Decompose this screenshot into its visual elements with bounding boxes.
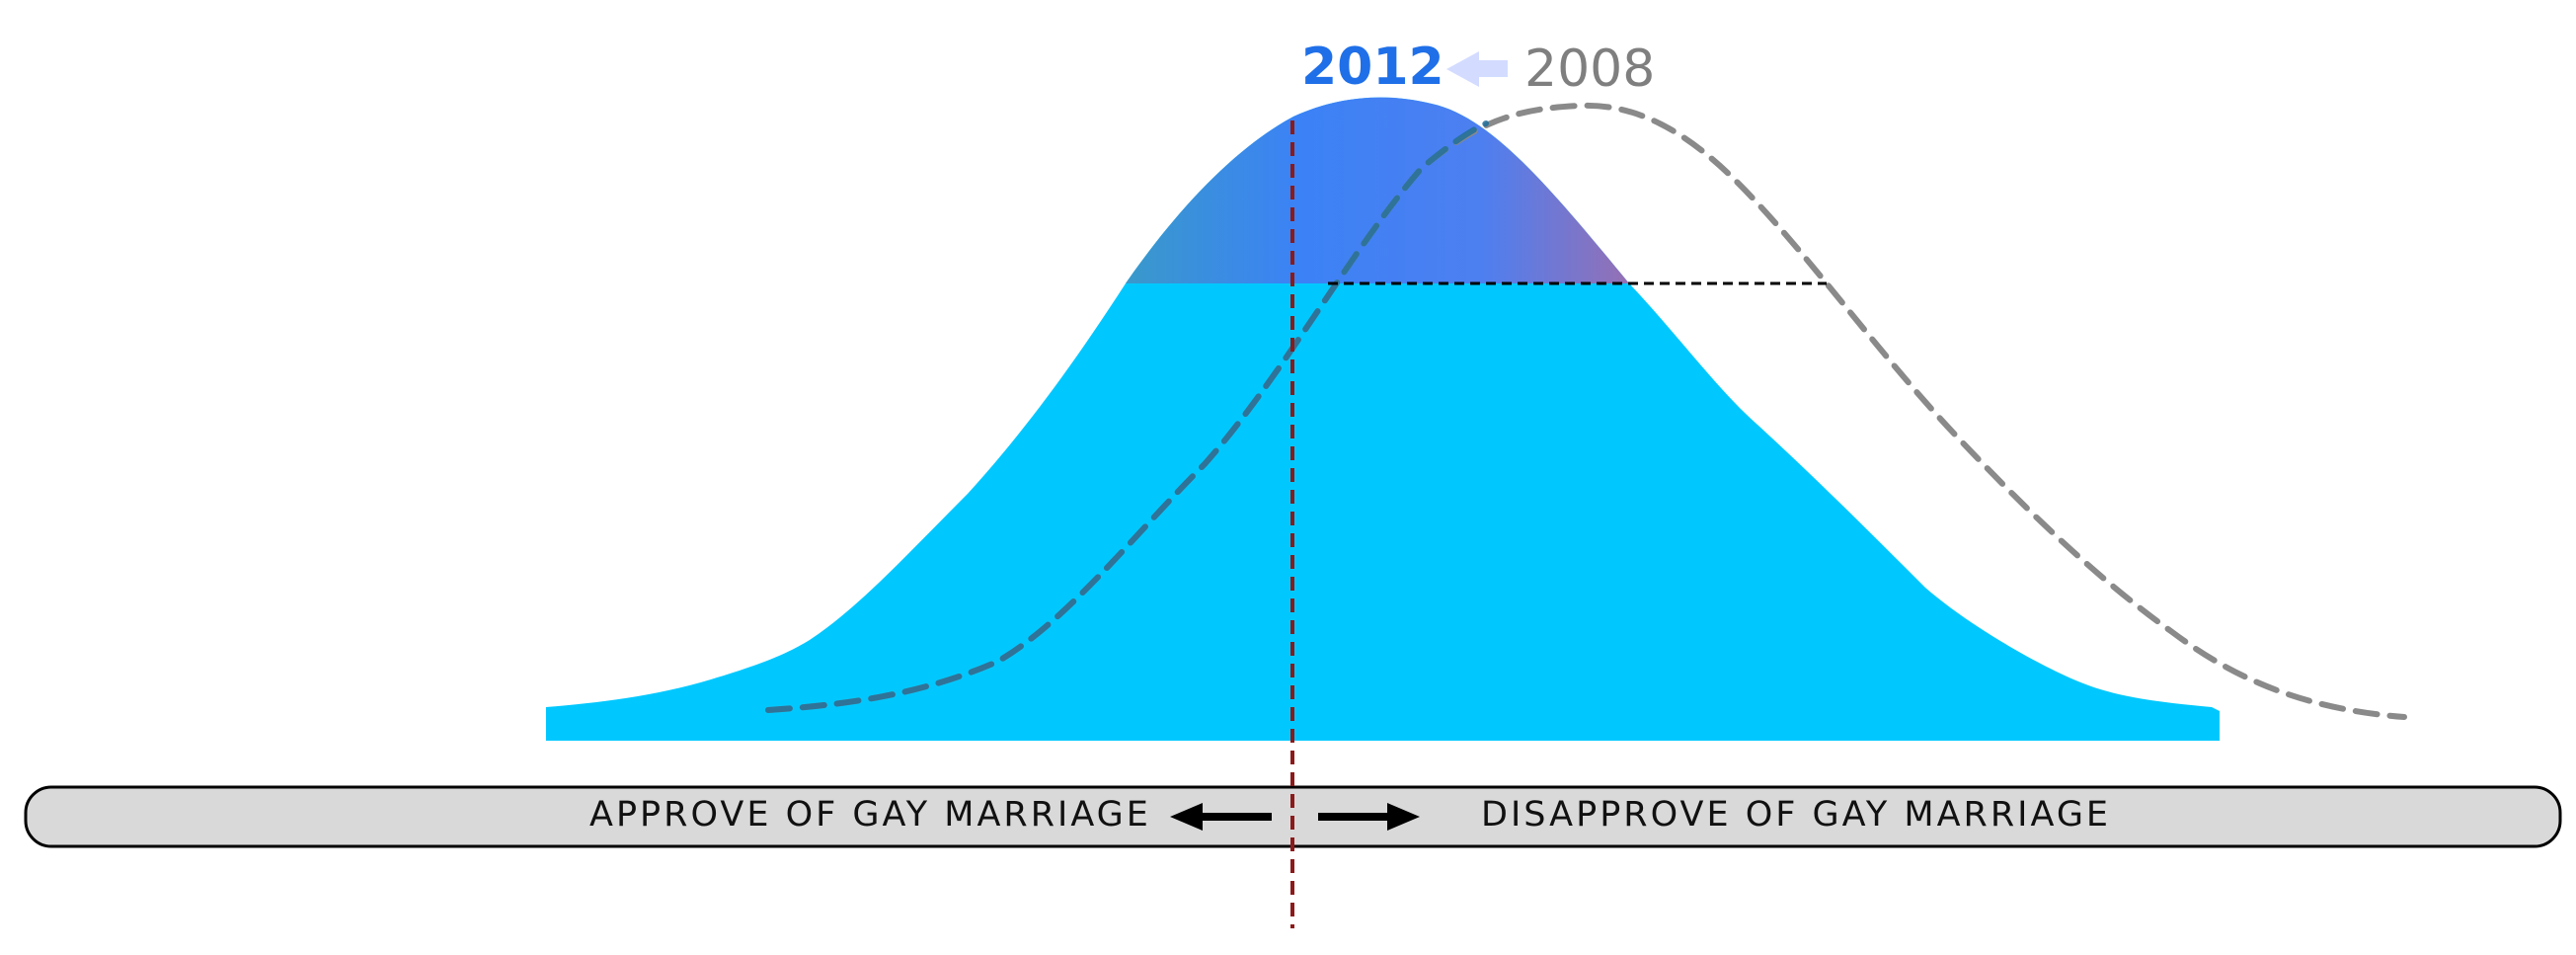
shift-arrow-icon xyxy=(1446,51,1508,87)
disapprove-label: DISAPPROVE OF GAY MARRIAGE xyxy=(1481,795,2112,835)
approve-label: APPROVE OF GAY MARRIAGE xyxy=(589,795,1151,835)
distribution-2008-overlap xyxy=(765,120,1489,713)
year-2008-label: 2008 xyxy=(1524,40,1656,99)
distribution-2012-peak xyxy=(1126,97,1629,283)
year-2012-label: 2012 xyxy=(1301,38,1444,97)
arrow-right-icon xyxy=(1318,803,1420,831)
arrow-left-icon xyxy=(1170,803,1272,831)
distribution-2012-area xyxy=(546,97,2220,741)
